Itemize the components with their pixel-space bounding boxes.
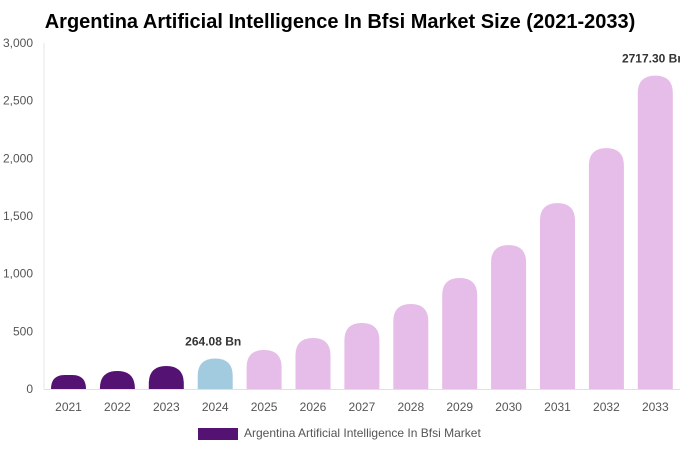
x-tick-label: 2030 (495, 400, 522, 414)
bar-2023[interactable] (148, 366, 184, 389)
x-tick-label: 2028 (397, 400, 424, 414)
bar-2031[interactable] (540, 203, 575, 389)
bar-2033[interactable] (637, 75, 673, 389)
bar-2026[interactable] (295, 338, 331, 389)
bar-2024[interactable] (197, 358, 233, 389)
legend-label: Argentina Artificial Intelligence In Bfs… (244, 426, 481, 440)
y-tick-label: 2,000 (3, 151, 33, 165)
data-label: 264.08 Bn (185, 335, 241, 349)
x-tick-label: 2024 (202, 400, 229, 414)
bar-2025[interactable] (246, 350, 282, 389)
y-tick-label: 2,500 (3, 94, 33, 108)
x-tick-label: 2033 (642, 400, 669, 414)
x-tick-label: 2027 (349, 400, 376, 414)
y-tick-label: 1,500 (3, 209, 33, 223)
x-tick-label: 2023 (153, 400, 180, 414)
y-tick-label: 1,000 (3, 267, 33, 281)
x-tick-label: 2032 (593, 400, 620, 414)
x-tick-label: 2021 (55, 400, 82, 414)
x-tick-label: 2025 (251, 400, 278, 414)
y-tick-label: 0 (26, 382, 33, 396)
bar-2021[interactable] (51, 375, 86, 389)
x-tick-label: 2026 (300, 400, 327, 414)
y-tick-label: 500 (13, 324, 33, 338)
bar-2030[interactable] (491, 245, 527, 389)
bar-2028[interactable] (393, 303, 429, 389)
x-tick-label: 2022 (104, 400, 131, 414)
bar-2022[interactable] (99, 371, 135, 389)
data-label: 2717.30 Bn (622, 52, 680, 66)
x-tick-label: 2029 (446, 400, 473, 414)
bar-2029[interactable] (442, 278, 478, 389)
bar-2032[interactable] (588, 148, 624, 389)
y-tick-label: 3,000 (3, 36, 33, 50)
legend-swatch (198, 428, 238, 440)
chart-title: Argentina Artificial Intelligence In Bfs… (45, 11, 636, 33)
x-tick-label: 2031 (544, 400, 571, 414)
bar-2027[interactable] (344, 323, 380, 389)
